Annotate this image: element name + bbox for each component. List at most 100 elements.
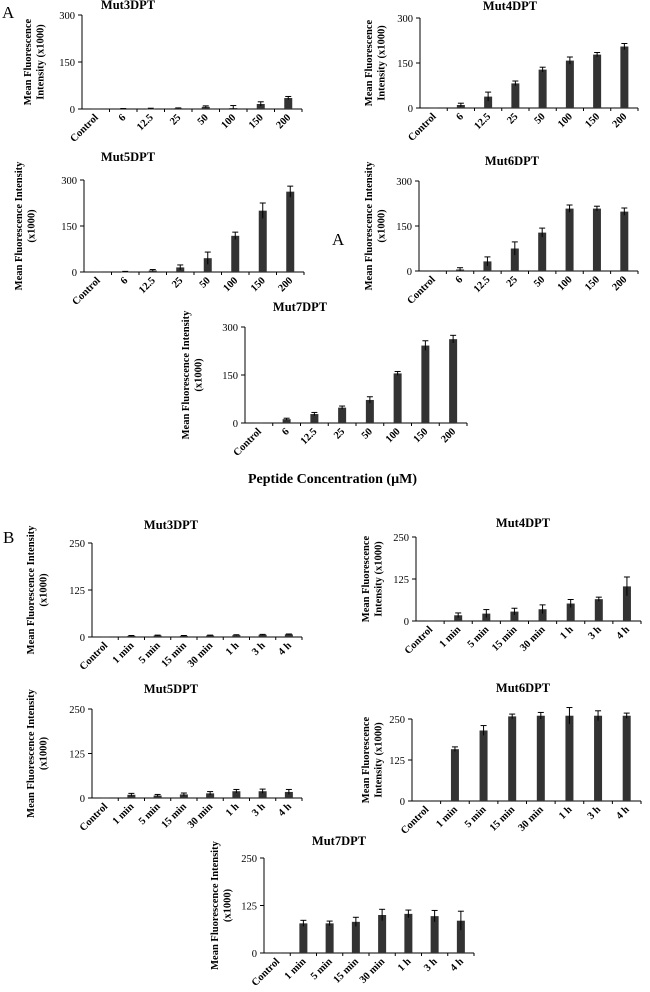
y-axis-label: Mean Fluorescence [361, 535, 372, 622]
bar [538, 609, 547, 621]
bar [231, 235, 240, 272]
bar [450, 749, 459, 801]
x-category-label: 30 min [358, 956, 388, 986]
chart-title: Mut7DPT [273, 300, 328, 314]
x-category-label: 1 h [396, 956, 414, 974]
y-tick-label: 150 [397, 59, 413, 70]
y-axis-label: Mean Fluorescence Intensity [181, 310, 192, 439]
bar [508, 716, 517, 801]
y-tick-label: 0 [80, 794, 85, 805]
y-tick-label: 300 [222, 323, 238, 334]
panel-b-label: B [3, 528, 15, 547]
chart-title: Mut3DPT [101, 0, 156, 12]
x-category-label: 4 h [449, 956, 467, 974]
bar [127, 794, 136, 798]
bar [203, 258, 212, 272]
y-tick-label: 300 [396, 177, 412, 188]
bar [127, 635, 136, 637]
bar [565, 60, 574, 108]
bar [538, 232, 547, 271]
y-axis-label: Mean Fluorescence Intensity [26, 525, 37, 654]
y-tick-label: 300 [59, 11, 75, 22]
chart-title: Mut7DPT [312, 834, 367, 848]
y-axis-label: (x1000) [39, 736, 50, 770]
chart-title: Mut3DPT [144, 518, 199, 532]
bar [404, 913, 413, 953]
bar [479, 730, 488, 801]
y-axis-label: (x1000) [223, 888, 234, 922]
bar [365, 399, 374, 423]
y-tick-label: 0 [80, 633, 85, 644]
y-tick-label: 150 [61, 222, 77, 233]
bar [284, 791, 293, 798]
y-tick-label: 150 [396, 222, 412, 233]
y-axis-label: (x1000) [377, 209, 388, 243]
bar [351, 921, 360, 953]
y-axis-label: Mean Fluorescence Intensity [14, 161, 25, 290]
y-axis-label: (x1000) [194, 358, 205, 392]
y-tick-label: 300 [61, 176, 77, 187]
y-tick-label: 0 [407, 267, 412, 278]
bar [593, 54, 602, 108]
x-category-label: 3 h [422, 956, 440, 974]
bar [258, 634, 267, 637]
y-tick-label: 0 [70, 105, 75, 116]
bar [484, 96, 493, 108]
bar [119, 108, 128, 110]
bar [430, 916, 439, 953]
bar [121, 271, 130, 273]
y-tick-label: 0 [400, 797, 405, 808]
x-category-label: 6 [280, 426, 291, 437]
bar [258, 210, 267, 272]
bar [622, 715, 631, 801]
bar [282, 419, 291, 423]
bar [284, 634, 293, 637]
bar [594, 715, 603, 801]
y-axis-label: Mean Fluorescence [361, 716, 372, 803]
chart-title: Mut4DPT [483, 0, 538, 13]
y-axis-label: Intensity (x1000) [36, 24, 47, 100]
bar [620, 46, 629, 108]
x-category-label: 1 min [283, 956, 309, 982]
chart-title: Mut6DPT [485, 154, 540, 168]
bar [594, 599, 603, 621]
y-axis-label: Mean Fluorescence [364, 19, 375, 106]
bar [565, 208, 574, 271]
bar [179, 794, 188, 798]
bar [201, 106, 210, 109]
y-axis-label: Mean Fluorescence Intensity [364, 161, 375, 290]
y-tick-label: 250 [69, 539, 85, 550]
bar [325, 923, 334, 953]
y-tick-label: 150 [59, 58, 75, 69]
y-tick-label: 0 [404, 617, 409, 628]
bar [378, 915, 387, 953]
bar [456, 920, 465, 953]
bar [421, 345, 430, 423]
chart-title: Mut6DPT [496, 681, 551, 695]
y-tick-label: 125 [241, 902, 257, 913]
y-axis-label: (x1000) [39, 573, 50, 607]
bar [620, 211, 629, 271]
bar [538, 69, 547, 108]
y-tick-label: 250 [241, 854, 257, 865]
y-tick-label: 300 [397, 14, 413, 25]
y-tick-label: 125 [389, 756, 405, 767]
bar [232, 635, 241, 637]
x-category-label: 6 [454, 274, 465, 285]
y-axis-label: Mean Fluorescence Intensity [26, 688, 37, 817]
bar [565, 715, 574, 801]
bar [174, 108, 183, 110]
bar [566, 603, 575, 621]
bar [179, 635, 188, 637]
y-axis-label: (x1000) [27, 209, 38, 243]
x-category-label: 15 min [332, 956, 362, 986]
bar [592, 208, 601, 271]
bar [146, 108, 155, 110]
chart-title: Mut5DPT [144, 682, 199, 696]
